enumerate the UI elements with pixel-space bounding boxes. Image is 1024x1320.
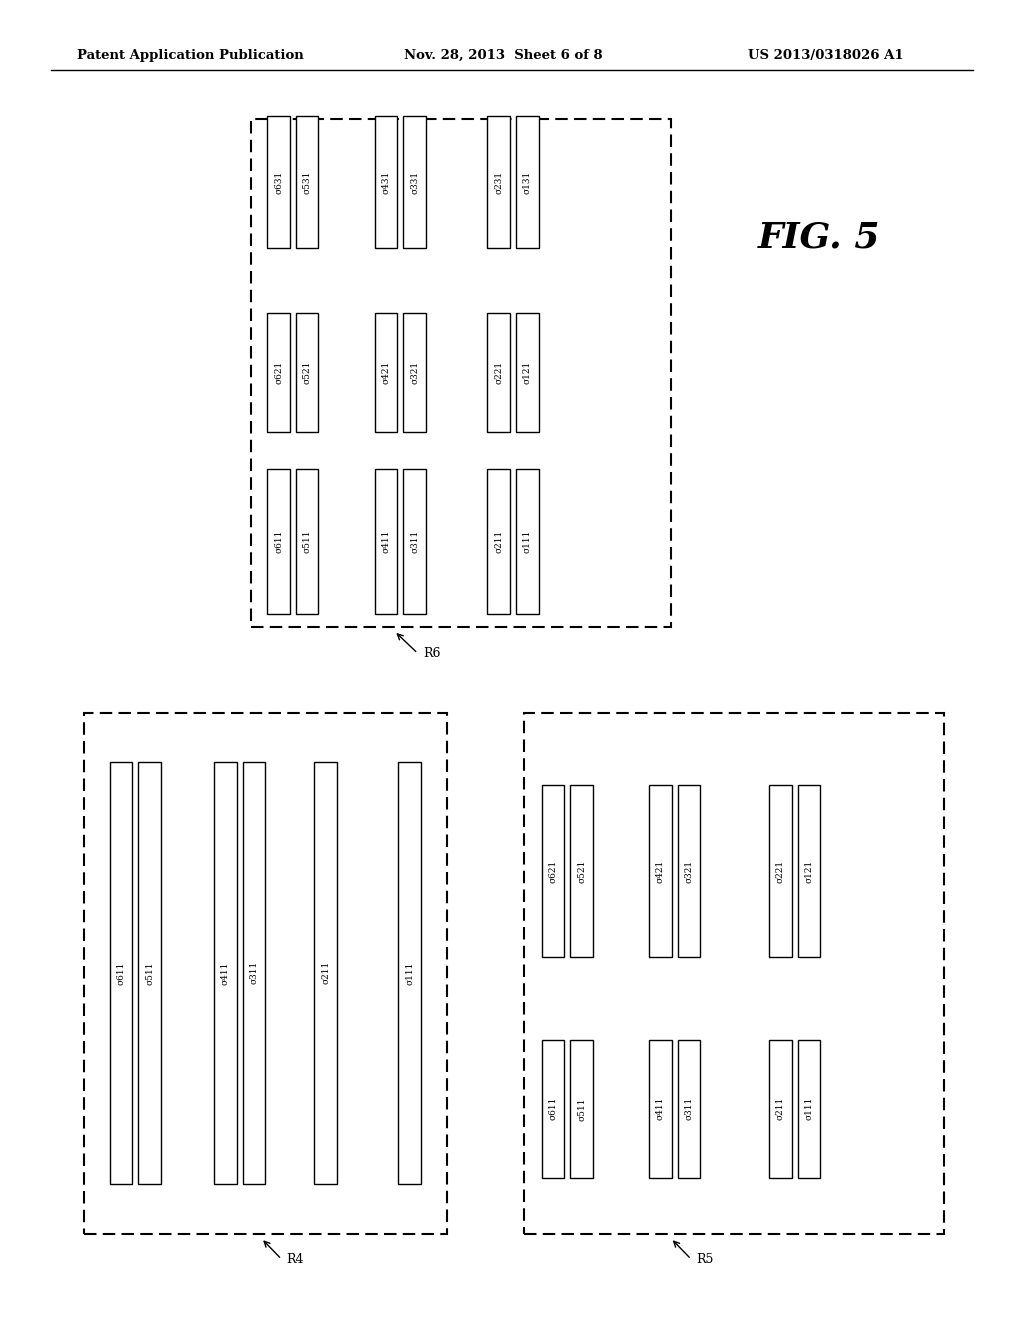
Text: σ631: σ631 bbox=[274, 170, 283, 194]
Text: σ511: σ511 bbox=[145, 961, 154, 985]
Bar bbox=[487, 313, 510, 432]
Text: σ431: σ431 bbox=[382, 170, 390, 194]
Bar bbox=[524, 713, 944, 1234]
Bar bbox=[243, 762, 265, 1184]
Text: FIG. 5: FIG. 5 bbox=[758, 220, 881, 255]
Text: R4: R4 bbox=[287, 1253, 304, 1266]
Text: σ531: σ531 bbox=[303, 170, 311, 194]
Bar bbox=[267, 313, 290, 432]
Bar bbox=[769, 1040, 792, 1177]
Text: R6: R6 bbox=[423, 647, 440, 660]
Bar bbox=[267, 116, 290, 248]
Text: σ311: σ311 bbox=[411, 529, 419, 553]
Bar bbox=[251, 119, 671, 627]
Text: σ621: σ621 bbox=[274, 360, 283, 384]
Bar bbox=[798, 785, 820, 957]
Text: σ121: σ121 bbox=[523, 360, 531, 384]
Text: σ211: σ211 bbox=[322, 961, 330, 985]
Text: σ411: σ411 bbox=[382, 529, 390, 553]
Text: σ111: σ111 bbox=[406, 961, 414, 985]
Text: R5: R5 bbox=[696, 1253, 714, 1266]
Bar bbox=[516, 469, 539, 614]
Bar bbox=[769, 785, 792, 957]
Text: σ421: σ421 bbox=[656, 859, 665, 883]
Text: σ221: σ221 bbox=[776, 859, 784, 883]
Text: Nov. 28, 2013  Sheet 6 of 8: Nov. 28, 2013 Sheet 6 of 8 bbox=[404, 49, 603, 62]
Text: σ521: σ521 bbox=[303, 360, 311, 384]
Bar bbox=[678, 1040, 700, 1177]
Text: σ411: σ411 bbox=[221, 961, 229, 985]
Text: σ611: σ611 bbox=[117, 961, 125, 985]
Bar bbox=[84, 713, 447, 1234]
Text: σ221: σ221 bbox=[495, 360, 503, 384]
Bar bbox=[487, 116, 510, 248]
Bar bbox=[398, 762, 421, 1184]
Bar bbox=[110, 762, 132, 1184]
Text: Patent Application Publication: Patent Application Publication bbox=[77, 49, 303, 62]
Bar bbox=[296, 313, 318, 432]
Text: σ331: σ331 bbox=[411, 170, 419, 194]
Text: σ511: σ511 bbox=[303, 529, 311, 553]
Bar bbox=[798, 1040, 820, 1177]
Text: σ211: σ211 bbox=[495, 529, 503, 553]
Text: σ511: σ511 bbox=[578, 1097, 586, 1121]
Text: σ231: σ231 bbox=[495, 170, 503, 194]
Bar bbox=[375, 116, 397, 248]
Bar bbox=[516, 116, 539, 248]
Bar bbox=[487, 469, 510, 614]
Bar bbox=[542, 785, 564, 957]
Bar bbox=[296, 469, 318, 614]
Text: σ111: σ111 bbox=[523, 529, 531, 553]
Bar bbox=[267, 469, 290, 614]
Bar bbox=[516, 313, 539, 432]
Bar bbox=[296, 116, 318, 248]
Bar bbox=[314, 762, 337, 1184]
Bar bbox=[403, 116, 426, 248]
Bar bbox=[403, 313, 426, 432]
Text: σ121: σ121 bbox=[805, 859, 813, 883]
Text: σ321: σ321 bbox=[685, 859, 693, 883]
Bar bbox=[138, 762, 161, 1184]
Bar bbox=[403, 469, 426, 614]
Text: σ211: σ211 bbox=[776, 1097, 784, 1121]
Bar bbox=[375, 469, 397, 614]
Bar bbox=[678, 785, 700, 957]
Text: US 2013/0318026 A1: US 2013/0318026 A1 bbox=[748, 49, 903, 62]
Text: σ311: σ311 bbox=[685, 1097, 693, 1121]
Bar bbox=[649, 1040, 672, 1177]
Text: σ421: σ421 bbox=[382, 360, 390, 384]
Bar bbox=[570, 785, 593, 957]
Text: σ611: σ611 bbox=[274, 529, 283, 553]
Text: σ611: σ611 bbox=[549, 1097, 557, 1121]
Text: σ131: σ131 bbox=[523, 170, 531, 194]
Bar bbox=[570, 1040, 593, 1177]
Bar bbox=[649, 785, 672, 957]
Bar bbox=[542, 1040, 564, 1177]
Text: σ411: σ411 bbox=[656, 1097, 665, 1121]
Bar bbox=[214, 762, 237, 1184]
Text: σ311: σ311 bbox=[250, 961, 258, 985]
Text: σ621: σ621 bbox=[549, 859, 557, 883]
Text: σ521: σ521 bbox=[578, 859, 586, 883]
Bar bbox=[375, 313, 397, 432]
Text: σ111: σ111 bbox=[805, 1097, 813, 1121]
Text: σ321: σ321 bbox=[411, 360, 419, 384]
